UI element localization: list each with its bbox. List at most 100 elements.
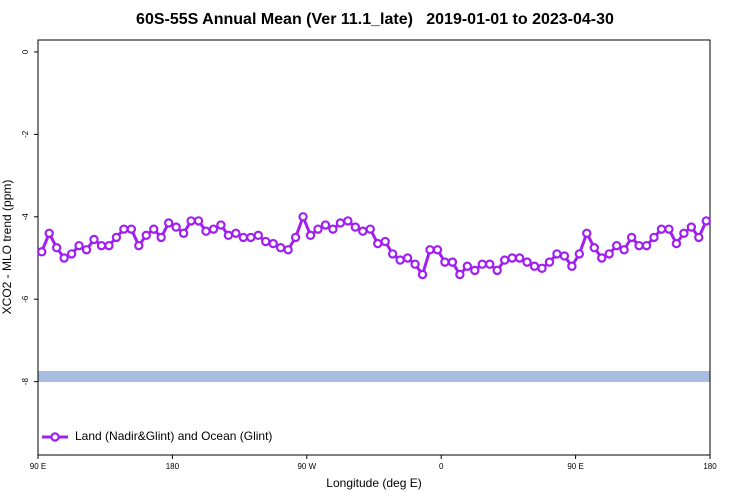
- point: [290, 232, 301, 243]
- point: [134, 240, 144, 251]
- point: [529, 261, 540, 271]
- point: [81, 245, 92, 255]
- point: [283, 245, 293, 255]
- point: [477, 259, 487, 269]
- point: [193, 216, 204, 226]
- point: [634, 240, 644, 251]
- point: [201, 226, 211, 236]
- x-tick-label: 90 W: [297, 462, 316, 471]
- point: [611, 240, 622, 251]
- point: [686, 222, 697, 232]
- x-tick-label: 90 E: [567, 462, 583, 471]
- point: [492, 265, 502, 276]
- point: [671, 238, 682, 249]
- x-tick-label: 180: [703, 462, 717, 471]
- x-axis-label: Longitude (deg E): [326, 476, 421, 490]
- point: [238, 232, 249, 243]
- x-tick-label: 180: [166, 462, 180, 471]
- point: [447, 257, 458, 267]
- point: [537, 263, 547, 274]
- point: [37, 247, 47, 257]
- point: [141, 230, 151, 241]
- legend-marker: [50, 432, 60, 442]
- point: [298, 212, 308, 222]
- point: [223, 230, 234, 241]
- y-tick-label: -2: [21, 130, 30, 138]
- point: [253, 230, 263, 241]
- point: [410, 259, 420, 269]
- point: [597, 253, 607, 263]
- point: [395, 255, 405, 265]
- point: [626, 232, 637, 243]
- point: [641, 240, 652, 251]
- point: [149, 224, 159, 234]
- point: [544, 257, 555, 267]
- point: [373, 238, 383, 249]
- point: [126, 224, 137, 234]
- point: [275, 243, 286, 253]
- point: [679, 228, 689, 238]
- point: [664, 224, 674, 234]
- point: [156, 232, 166, 243]
- point: [574, 249, 585, 259]
- point: [44, 228, 54, 238]
- point: [380, 236, 390, 247]
- point: [425, 245, 435, 255]
- point: [656, 224, 667, 234]
- point: [335, 218, 346, 228]
- point: [231, 228, 241, 238]
- point: [559, 251, 570, 261]
- point: [313, 224, 323, 234]
- point: [119, 224, 129, 234]
- point: [462, 261, 473, 271]
- point: [417, 269, 428, 280]
- point: [387, 249, 398, 259]
- point: [261, 236, 271, 247]
- coverage-band: [38, 371, 710, 382]
- point: [499, 255, 510, 265]
- point: [320, 220, 331, 230]
- point: [589, 243, 599, 253]
- point: [701, 216, 711, 226]
- point: [514, 253, 525, 263]
- point: [171, 222, 181, 232]
- point: [51, 243, 62, 253]
- legend-label: Land (Nadir&Glint) and Ocean (Glint): [75, 429, 272, 443]
- point: [619, 245, 629, 255]
- point: [470, 265, 480, 276]
- point: [507, 253, 517, 263]
- point: [567, 261, 577, 271]
- point: [604, 249, 614, 259]
- point: [66, 249, 77, 259]
- point: [89, 234, 99, 245]
- point: [246, 232, 256, 243]
- y-tick-label: -6: [21, 295, 30, 303]
- point: [440, 257, 450, 267]
- point: [649, 232, 659, 243]
- point: [268, 238, 278, 249]
- point: [74, 240, 84, 251]
- point: [186, 216, 196, 226]
- y-tick-label: -8: [21, 378, 30, 386]
- point: [365, 224, 375, 234]
- point: [163, 218, 174, 228]
- y-tick-label: -4: [21, 213, 30, 221]
- point: [350, 222, 361, 232]
- point: [694, 232, 704, 243]
- point: [178, 228, 189, 238]
- point: [522, 257, 532, 267]
- point: [216, 220, 226, 230]
- point: [402, 253, 413, 263]
- point: [96, 240, 107, 251]
- point: [358, 226, 368, 236]
- point: [455, 269, 465, 280]
- point: [208, 224, 219, 234]
- x-tick-label: 0: [439, 462, 444, 471]
- point: [104, 240, 114, 251]
- point: [59, 253, 69, 263]
- chart-title: 60S-55S Annual Mean (Ver 11.1_late) 2019…: [136, 11, 614, 28]
- point: [582, 228, 592, 238]
- point: [328, 224, 338, 234]
- point: [432, 245, 443, 255]
